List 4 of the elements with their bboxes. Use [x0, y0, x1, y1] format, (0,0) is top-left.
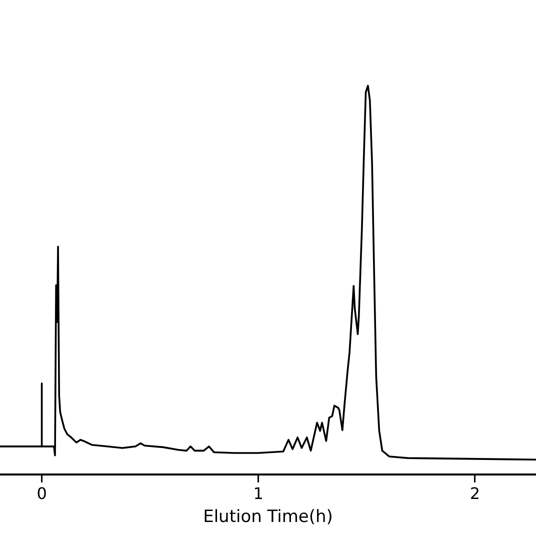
x-tick-label: 1 [253, 484, 264, 504]
x-axis-title: Elution Time(h) [203, 507, 333, 528]
x-tick-label: 2 [470, 484, 480, 504]
x-tick-label: 0 [36, 484, 47, 504]
